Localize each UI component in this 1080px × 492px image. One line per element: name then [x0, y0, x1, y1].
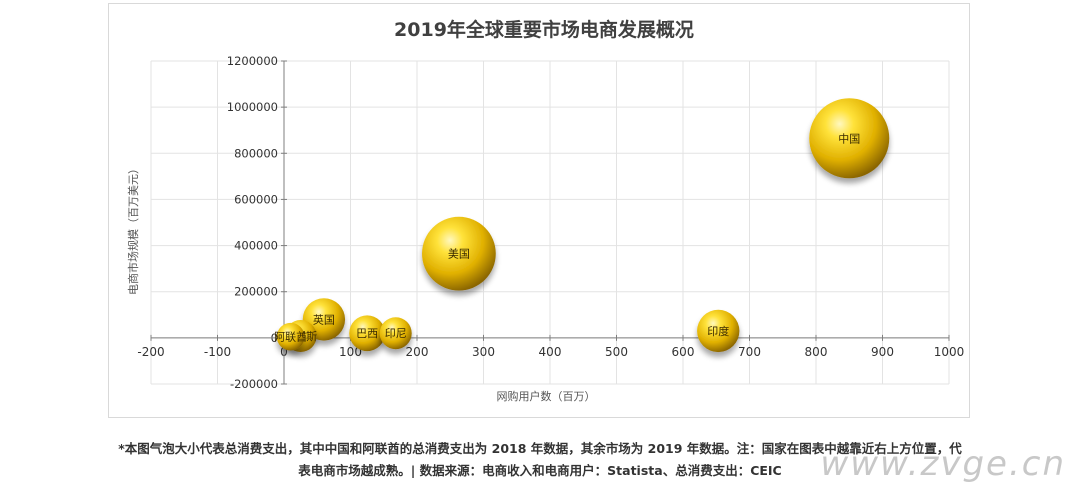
bubble-巴西: [349, 315, 386, 352]
bubble-label: 阿联酋: [274, 330, 307, 344]
x-axis-label: 网购用户数（百万）: [497, 389, 596, 403]
footnote-line-2: 表电商市场越成熟。| 数据来源：电商收入和电商用户：Statista、总消费支出…: [298, 463, 782, 478]
bubble-印尼: [379, 317, 412, 350]
footnote-line-1: *本图气泡大小代表总消费支出，其中中国和阿联酋的总消费支出为 2018 年数据，…: [118, 441, 962, 456]
y-axis-label: 电商市场规模（百万美元）: [126, 163, 140, 295]
x-tick-label: 500: [605, 345, 628, 359]
bubble-group: 巴西: [349, 315, 386, 352]
chart-title: 2019年全球重要市场电商发展概况: [394, 18, 694, 41]
bubble-印度: [697, 309, 740, 353]
y-tick-label: -200000: [230, 377, 278, 391]
bubble-chart: 2019年全球重要市场电商发展概况 -200-10001002003004005…: [126, 18, 965, 403]
bubble-label: 中国: [838, 132, 860, 145]
x-tick-label: 100: [339, 345, 362, 359]
x-tick-label: 900: [871, 345, 894, 359]
bubble-中国: [809, 98, 890, 179]
bubble-group: 印尼: [379, 317, 412, 350]
x-tick-label: 800: [805, 345, 828, 359]
footnote: *本图气泡大小代表总消费支出，其中中国和阿联酋的总消费支出为 2018 年数据，…: [40, 438, 1040, 482]
y-tick-label: 1000000: [227, 100, 278, 114]
x-tick-label: 600: [672, 345, 695, 359]
x-tick-label: 1000: [934, 345, 965, 359]
bubble-label: 巴西: [356, 327, 378, 340]
bubble-group: 美国: [422, 216, 496, 291]
y-tick-label: 600000: [234, 192, 278, 206]
x-tick-label: -200: [137, 345, 164, 359]
x-tick-label: -100: [204, 345, 231, 359]
y-tick-label: 200000: [234, 285, 278, 299]
x-tick-label: 200: [406, 345, 429, 359]
bubble-group: 印度: [697, 309, 740, 353]
bubble-label: 英国: [313, 312, 335, 326]
bubble-阿联酋: [276, 322, 305, 351]
x-tick-label: 300: [472, 345, 495, 359]
bubble-label: 印尼: [385, 327, 407, 340]
chart-frame: 2019年全球重要市场电商发展概况 -200-10001002003004005…: [108, 3, 970, 418]
bubble-group: 阿联酋: [274, 322, 307, 351]
bubble-美国: [422, 216, 496, 291]
watermark: www.zvge.cn: [820, 444, 1066, 484]
y-tick-label: 800000: [234, 146, 278, 160]
x-tick-label: 700: [738, 345, 761, 359]
x-tick-label: 400: [539, 345, 562, 359]
y-tick-label: 1200000: [227, 54, 278, 68]
bubble-label: 美国: [448, 248, 470, 261]
bubble-group: 中国: [809, 98, 890, 179]
bubble-label: 印度: [707, 324, 729, 338]
y-tick-label: 400000: [234, 239, 278, 253]
